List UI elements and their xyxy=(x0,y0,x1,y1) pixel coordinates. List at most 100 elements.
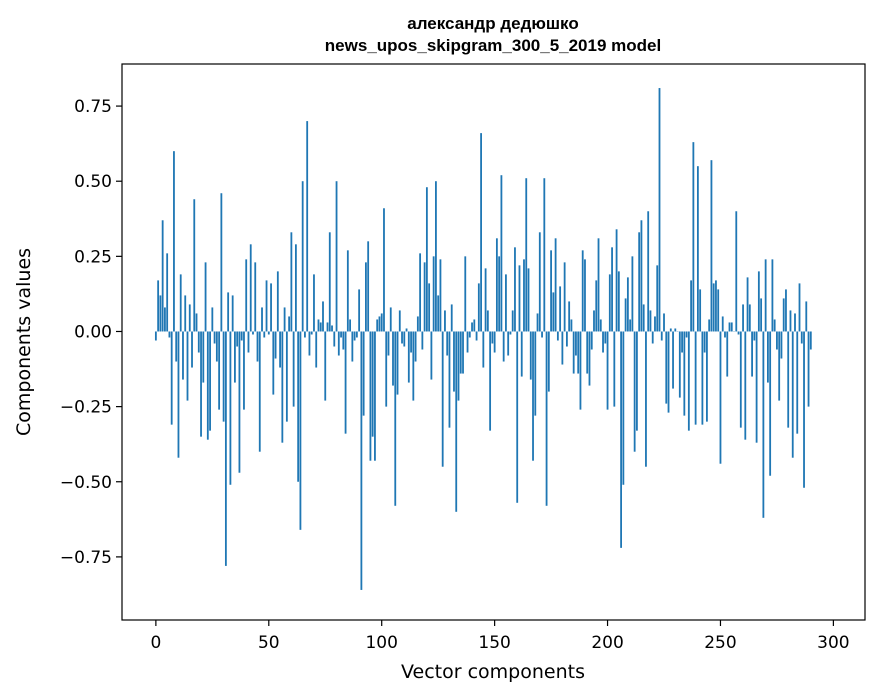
bar xyxy=(315,331,318,368)
bar xyxy=(514,247,516,332)
bar xyxy=(432,256,435,332)
bar xyxy=(633,331,636,452)
bar xyxy=(231,295,234,332)
bar xyxy=(313,274,315,332)
bar xyxy=(252,331,254,335)
bar xyxy=(328,232,331,332)
bar xyxy=(333,331,336,347)
bar xyxy=(161,220,164,332)
bar xyxy=(674,328,677,332)
bar xyxy=(270,283,272,332)
bar xyxy=(613,331,616,407)
bar xyxy=(344,331,347,434)
x-tick-label: 0 xyxy=(150,633,161,653)
bar xyxy=(484,268,487,332)
bar xyxy=(785,289,787,332)
bar xyxy=(362,331,365,416)
bar xyxy=(455,331,458,512)
bar xyxy=(575,331,577,356)
bar xyxy=(464,256,467,332)
bar xyxy=(658,88,661,332)
bar xyxy=(626,277,629,332)
bar xyxy=(195,313,198,332)
bar xyxy=(236,331,239,347)
bar xyxy=(306,121,309,332)
bar xyxy=(322,301,324,332)
bar xyxy=(694,331,697,425)
bar xyxy=(520,331,523,377)
bar xyxy=(258,331,261,452)
bar xyxy=(805,301,808,332)
bar xyxy=(283,307,286,332)
bar xyxy=(751,331,753,377)
bar xyxy=(645,331,647,467)
bar xyxy=(276,271,279,332)
bar xyxy=(629,319,632,332)
bar xyxy=(719,331,722,464)
bar xyxy=(421,331,424,350)
bar xyxy=(622,331,625,485)
bar xyxy=(489,331,492,431)
bar xyxy=(281,331,284,443)
bar xyxy=(486,310,489,332)
bar xyxy=(685,331,688,338)
x-tick-label: 200 xyxy=(591,633,623,653)
bar xyxy=(159,295,162,332)
bar xyxy=(500,175,503,332)
bar xyxy=(184,295,187,332)
bar xyxy=(392,331,394,386)
bar xyxy=(789,310,792,332)
bar xyxy=(755,331,758,443)
bar xyxy=(559,286,562,332)
bar xyxy=(337,331,340,356)
bar xyxy=(710,160,713,332)
bar xyxy=(398,310,401,332)
bar xyxy=(640,220,643,332)
bar xyxy=(405,328,408,332)
bar xyxy=(290,232,293,332)
chart-subtitle: news_upos_skipgram_300_5_2019 model xyxy=(325,36,661,55)
bars-group xyxy=(154,88,812,590)
bar xyxy=(554,238,557,332)
bar xyxy=(776,331,778,350)
x-tick-label: 250 xyxy=(704,633,736,653)
y-axis: 0.75 0.50 0.25 0.00 −0.25 −0.50 −0.75 xyxy=(60,97,122,568)
bar xyxy=(746,277,749,332)
bar xyxy=(581,250,584,332)
x-axis-label: Vector components xyxy=(401,661,585,683)
bar xyxy=(234,331,236,383)
bar xyxy=(188,304,191,332)
bar xyxy=(371,331,374,437)
bar xyxy=(608,274,611,332)
bar xyxy=(468,331,471,338)
bar xyxy=(516,331,519,503)
bar xyxy=(254,262,257,332)
bar xyxy=(175,331,178,362)
bar xyxy=(791,331,794,458)
bar xyxy=(696,166,699,332)
bar xyxy=(681,331,683,353)
x-tick-label: 50 xyxy=(258,633,280,653)
bar xyxy=(579,331,582,410)
bar xyxy=(599,319,602,332)
bar xyxy=(407,331,410,383)
bar xyxy=(157,280,160,332)
bar xyxy=(247,331,250,353)
bar xyxy=(480,133,482,332)
bar xyxy=(660,331,663,341)
bar xyxy=(532,331,534,461)
bar xyxy=(534,331,537,416)
bar xyxy=(647,211,650,332)
bar xyxy=(265,280,268,332)
bar xyxy=(491,331,494,344)
bar xyxy=(299,331,302,530)
bar xyxy=(342,331,345,350)
bar xyxy=(651,331,654,344)
bar xyxy=(570,319,573,332)
bar xyxy=(222,331,225,422)
bar xyxy=(425,187,428,332)
bar xyxy=(457,331,460,401)
x-tick-label: 150 xyxy=(478,633,510,653)
bar xyxy=(365,262,367,332)
bar xyxy=(173,151,175,332)
